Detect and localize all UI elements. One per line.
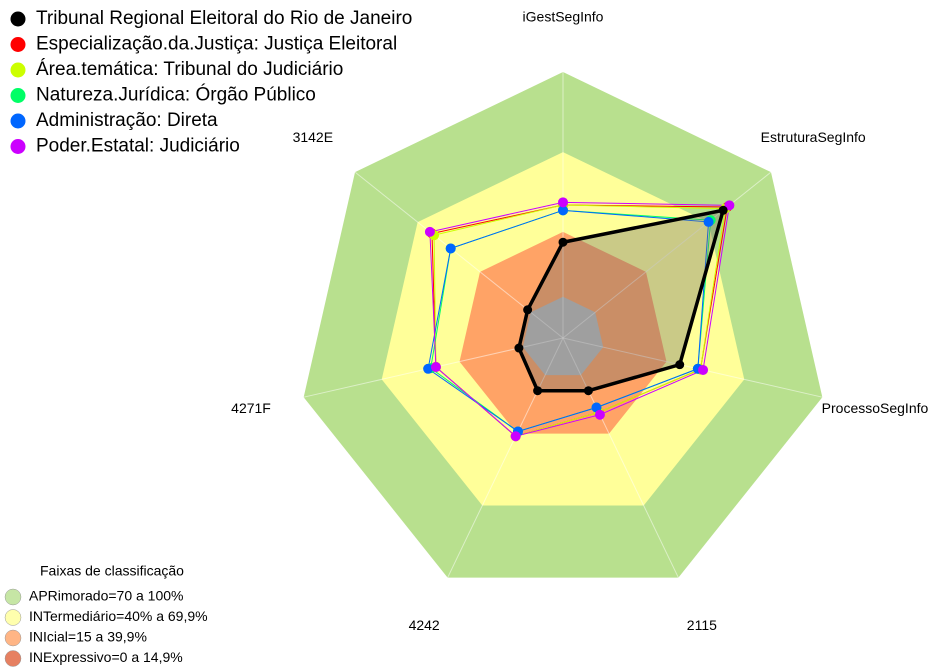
point <box>533 386 543 396</box>
axis-label: 2115 <box>687 617 717 633</box>
band-legend-marker <box>4 629 22 647</box>
series-line <box>427 209 710 433</box>
point <box>675 360 685 370</box>
point <box>514 343 524 353</box>
legend-marker <box>10 11 26 27</box>
legend-marker <box>10 62 26 78</box>
spoke <box>562 337 679 578</box>
point <box>445 243 456 254</box>
series-line <box>517 208 726 393</box>
point <box>430 362 441 373</box>
axis-label: 4271F <box>231 400 271 416</box>
point <box>698 364 709 375</box>
point <box>718 205 728 215</box>
legend-label: Administração: Direta <box>36 110 218 131</box>
series-line <box>433 204 726 437</box>
point <box>558 237 568 247</box>
legend-label: Poder.Estatal: Judiciário <box>36 136 240 157</box>
point <box>583 386 593 396</box>
point <box>523 305 533 315</box>
band-legend-label: INTermediário=40% a 69,9% <box>29 608 208 624</box>
point <box>703 216 714 227</box>
legend-marker <box>10 113 26 129</box>
series-line <box>429 201 730 437</box>
axis-label: ProcessoSegInfo <box>822 400 929 416</box>
band-legend-marker <box>4 650 22 667</box>
axis-label: EstruturaSegInfo <box>761 129 866 145</box>
band-legend-label: INIcial=15 a 39,9% <box>29 629 147 645</box>
axis-label: 4242 <box>409 617 440 633</box>
legend-label: Especialização.da.Justiça: Justiça Eleit… <box>36 34 397 55</box>
band-legend-marker <box>4 588 22 606</box>
bands-title: Faixas de classificação <box>40 563 184 579</box>
point <box>558 197 568 208</box>
legend-marker <box>10 88 26 103</box>
spoke <box>447 337 564 578</box>
axis-label: iGestSegInfo <box>523 9 604 25</box>
point <box>594 409 605 420</box>
legend-label: Tribunal Regional Eleitoral do Rio de Ja… <box>36 8 412 29</box>
point <box>424 226 435 237</box>
point <box>423 363 434 374</box>
band-legend-label: APRimorado=70 a 100% <box>29 588 184 604</box>
legend-label: Área.temática: Tribunal do Judiciário <box>36 59 343 80</box>
point <box>558 205 568 216</box>
legend-label: Natureza.Jurídica: Órgão Público <box>36 84 316 106</box>
axis-label: 3142E <box>293 129 333 145</box>
band-legend-label: INExpressivo=0 a 14,9% <box>29 649 183 665</box>
spoke <box>562 337 823 398</box>
legend-marker <box>10 139 26 154</box>
band-legend-marker <box>4 609 22 626</box>
spoke <box>562 171 772 339</box>
legend-marker <box>10 37 26 52</box>
point <box>510 431 521 442</box>
